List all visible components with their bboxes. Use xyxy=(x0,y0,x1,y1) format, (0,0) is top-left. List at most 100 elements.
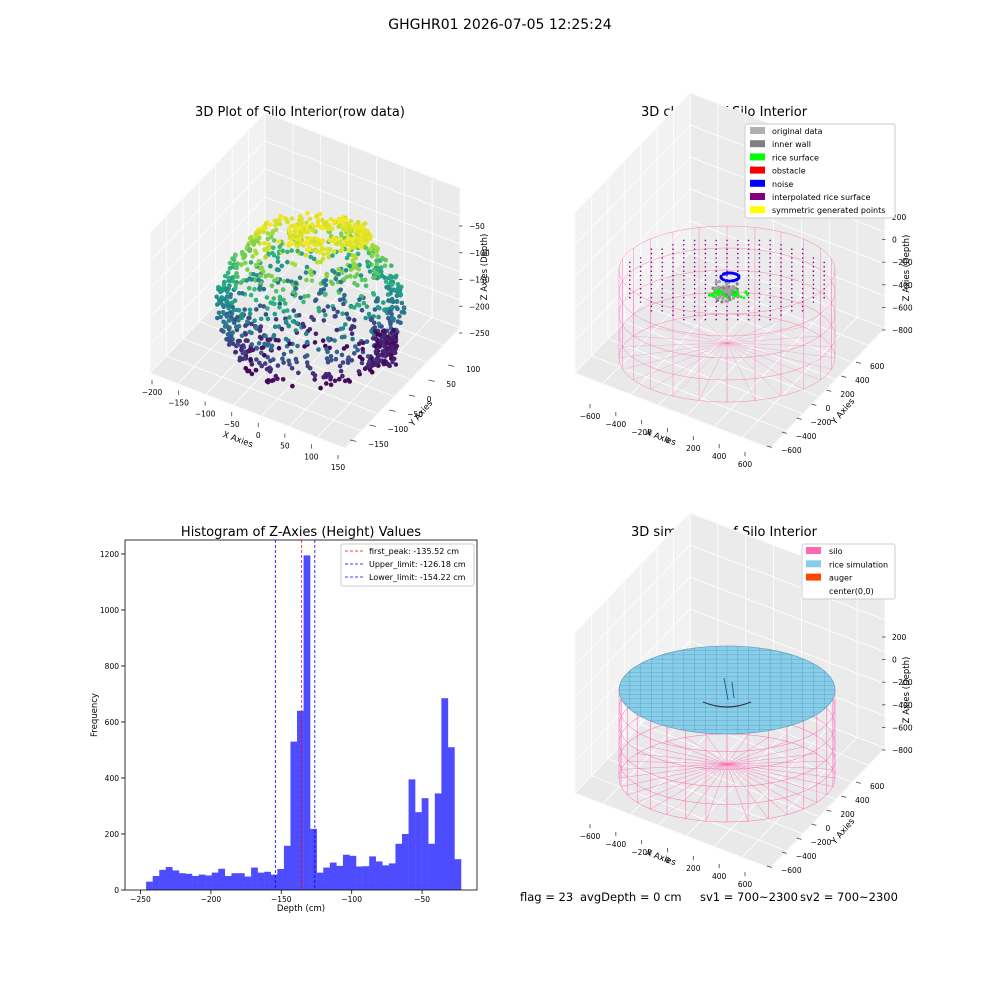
noise-point xyxy=(732,279,736,283)
grid-point xyxy=(791,296,793,299)
data-point xyxy=(390,335,396,340)
silo-floor-spoke xyxy=(726,335,821,344)
grid-point xyxy=(650,248,653,250)
noise-point xyxy=(722,278,726,282)
data-point xyxy=(324,381,329,386)
y-tick-label: 800 xyxy=(105,662,120,671)
data-point xyxy=(314,259,320,265)
grid-point xyxy=(747,252,750,255)
data-point xyxy=(356,266,362,272)
data-point xyxy=(363,283,369,289)
data-point xyxy=(338,368,344,374)
grid-point xyxy=(780,288,782,290)
y-axis-tick-mark xyxy=(766,445,773,448)
data-point xyxy=(215,315,220,321)
data-point xyxy=(342,217,348,222)
y-axis-tick-label: −100 xyxy=(388,425,409,434)
grid-point xyxy=(758,270,761,273)
grid-point xyxy=(769,305,771,308)
grid-point xyxy=(683,292,685,295)
grid-point xyxy=(661,288,663,290)
rice-point xyxy=(735,289,739,292)
grid-point xyxy=(747,261,750,264)
plot1-title: 3D Plot of Silo Interior(row data) xyxy=(195,105,405,120)
data-point xyxy=(360,346,366,352)
grid-point xyxy=(769,279,771,281)
data-point xyxy=(268,300,274,306)
grid-line xyxy=(574,792,771,869)
data-point xyxy=(355,347,361,353)
x-axis-tick-label: 600 xyxy=(738,880,753,889)
data-point xyxy=(311,317,317,323)
grid-point xyxy=(715,244,717,246)
data-point xyxy=(359,224,364,229)
data-point xyxy=(346,247,352,253)
data-point xyxy=(386,298,391,303)
data-point xyxy=(323,374,329,380)
y-tick-label: 1000 xyxy=(100,606,119,615)
grid-point xyxy=(780,266,782,268)
grid-point xyxy=(715,310,717,312)
grid-point xyxy=(758,266,761,268)
grid-point xyxy=(747,257,750,259)
y-axis-tick-mark xyxy=(811,403,817,406)
classify-plot: 3D classify of Silo Interior−600−400−200… xyxy=(574,91,913,469)
grid-point xyxy=(758,296,761,299)
data-point xyxy=(346,240,352,245)
data-point xyxy=(258,273,263,279)
silo-floor-spoke xyxy=(726,763,833,787)
grid-point xyxy=(650,283,653,286)
grid-point xyxy=(737,310,739,312)
grid-point xyxy=(791,288,793,290)
data-point xyxy=(305,363,311,369)
data-point xyxy=(332,378,338,384)
data-point xyxy=(261,286,267,292)
sv1-readout: sv1 = 700~2300 xyxy=(700,890,798,904)
grid-point xyxy=(780,310,782,312)
grid-point xyxy=(661,296,663,299)
data-point xyxy=(393,275,398,280)
y-tick-label: 400 xyxy=(105,774,120,783)
data-point xyxy=(341,301,346,307)
histogram-bar xyxy=(270,874,278,890)
grid-point xyxy=(683,274,685,277)
data-point xyxy=(367,359,372,365)
grid-point xyxy=(693,318,696,321)
legend-swatch xyxy=(750,140,765,148)
data-point xyxy=(245,349,251,354)
grid-point xyxy=(780,244,782,246)
z-axis-tick-label: −200 xyxy=(469,302,490,311)
noise-point xyxy=(737,276,741,280)
data-point xyxy=(248,260,254,265)
grid-point xyxy=(672,279,674,281)
grid-point xyxy=(791,301,793,303)
grid-point xyxy=(758,239,761,242)
rice-point xyxy=(725,295,729,299)
data-point xyxy=(302,241,307,246)
silo-floor-spoke xyxy=(726,342,804,390)
grid-point xyxy=(780,248,782,250)
grid-line xyxy=(166,355,362,432)
legend-frame xyxy=(340,543,475,587)
data-point xyxy=(259,345,265,351)
data-point xyxy=(384,284,389,290)
data-point xyxy=(351,236,356,242)
grid-point xyxy=(683,244,685,246)
data-point xyxy=(311,256,317,262)
y-axis-tick-mark xyxy=(369,424,376,427)
histogram-bar xyxy=(356,866,363,890)
data-point xyxy=(306,229,311,235)
data-point xyxy=(304,353,310,358)
data-point xyxy=(243,366,248,371)
histogram-bars xyxy=(146,555,462,890)
grid-point xyxy=(791,279,793,281)
data-point xyxy=(376,321,382,327)
silo-floor-spoke xyxy=(637,753,728,765)
grid-point xyxy=(823,288,825,290)
grid-line xyxy=(686,715,802,837)
z-axis-tick-label: 0 xyxy=(892,236,897,245)
data-point xyxy=(307,247,312,252)
simulation-legend: silo rice simulation auger center(0,0) xyxy=(801,543,896,600)
data-point xyxy=(324,356,330,361)
data-point xyxy=(226,275,231,281)
